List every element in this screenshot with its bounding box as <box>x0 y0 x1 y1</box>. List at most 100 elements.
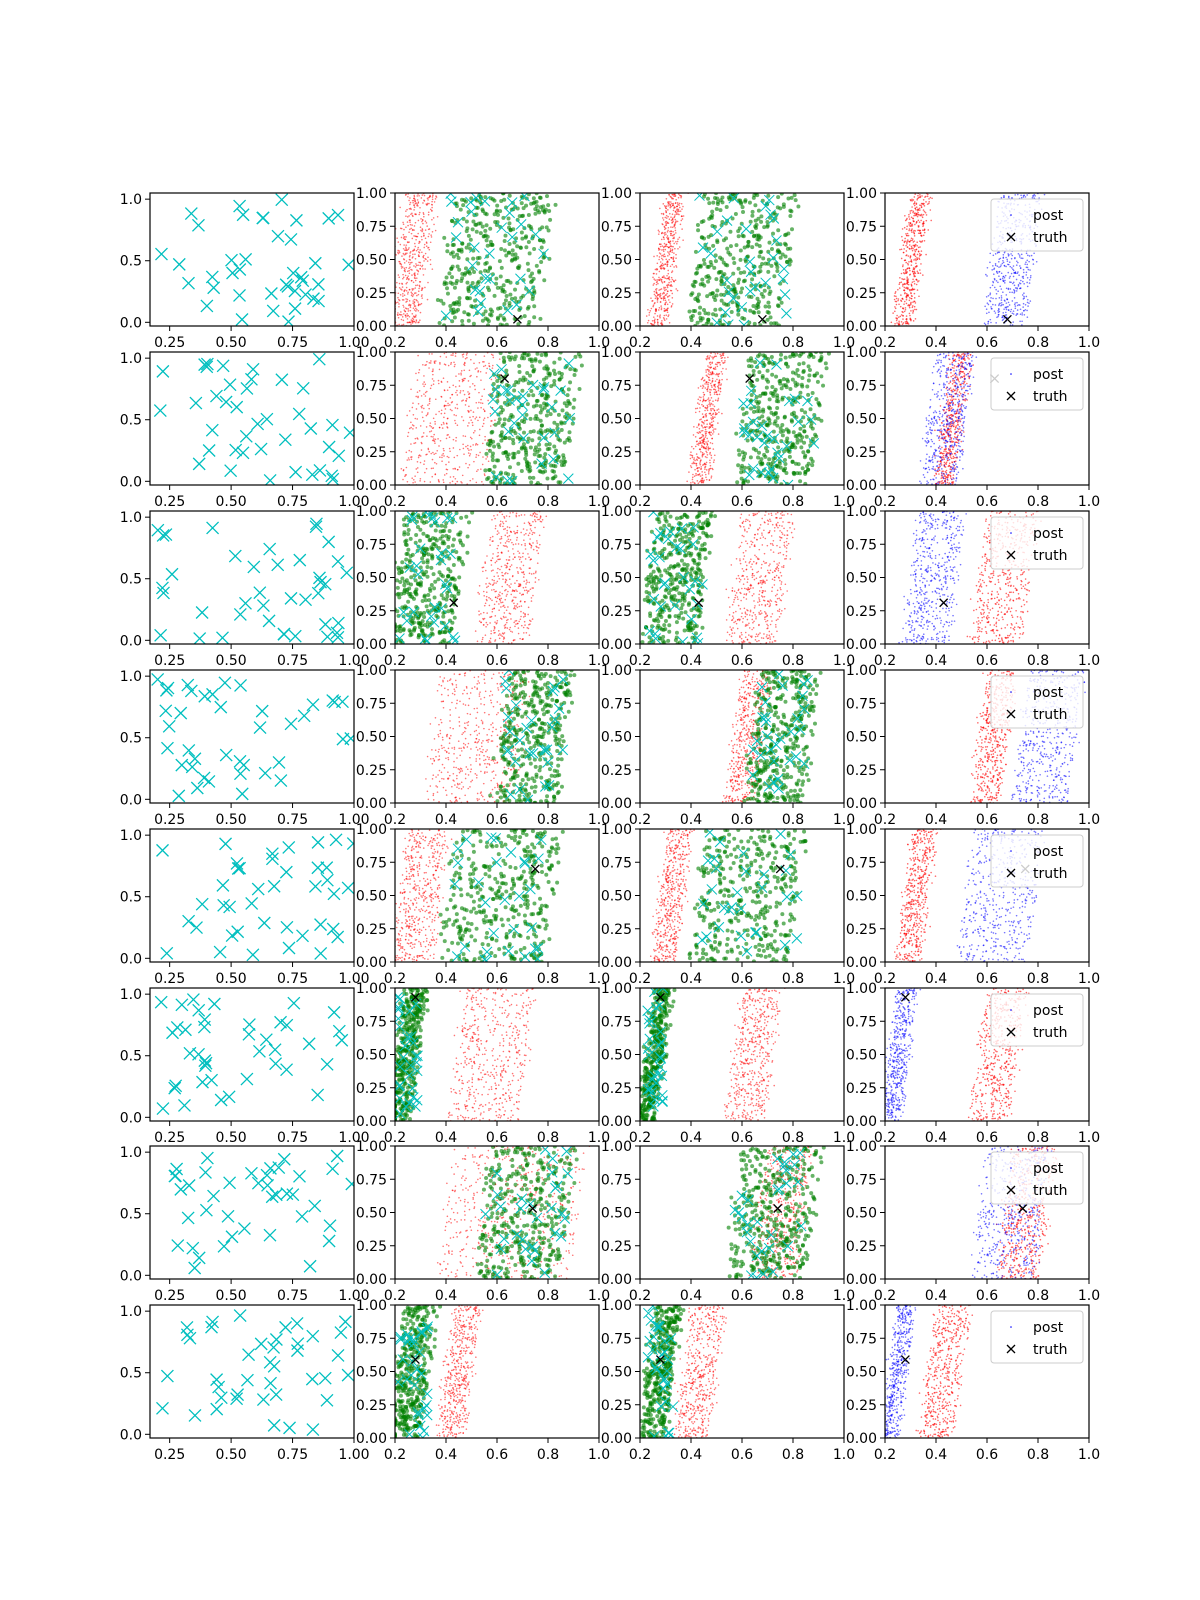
red-sample <box>702 434 705 437</box>
red-sample <box>694 468 696 471</box>
red-sample <box>420 302 423 305</box>
red-sample <box>708 431 711 433</box>
green-sample <box>492 293 497 298</box>
post-sample <box>1017 193 1019 196</box>
red-post-sample <box>913 292 916 295</box>
post-sample <box>1010 272 1013 275</box>
red-sample <box>701 451 704 454</box>
green-sample <box>577 386 582 391</box>
red-sample <box>402 304 404 307</box>
sample-marks <box>645 193 801 326</box>
red-sample <box>407 308 410 310</box>
green-sample <box>478 270 483 275</box>
green-sample <box>448 280 453 285</box>
red-sample <box>454 407 457 409</box>
green-sample <box>515 281 520 286</box>
red-sample <box>431 458 434 461</box>
red-post-sample <box>901 285 904 287</box>
red-sample <box>446 423 448 425</box>
green-sample <box>695 320 700 325</box>
red-sample <box>681 208 683 210</box>
design-overlay-point <box>469 242 480 253</box>
green-sample <box>566 398 571 403</box>
red-sample <box>672 202 675 205</box>
red-sample <box>663 255 665 258</box>
green-sample <box>724 236 729 241</box>
green-sample <box>740 406 745 411</box>
red-sample <box>454 419 456 422</box>
red-sample <box>423 407 425 410</box>
red-sample <box>434 438 437 441</box>
red-post-sample <box>920 263 922 265</box>
red-post-sample <box>925 201 927 203</box>
red-sample <box>416 460 419 463</box>
red-sample <box>403 309 406 311</box>
truth-marker <box>1002 314 1012 324</box>
green-sample <box>552 378 557 383</box>
red-sample <box>419 425 422 427</box>
red-sample <box>668 218 671 221</box>
red-sample <box>699 437 702 440</box>
red-sample <box>714 366 717 369</box>
red-sample <box>403 244 405 246</box>
red-sample <box>401 282 403 285</box>
red-sample <box>709 453 711 455</box>
red-sample <box>491 367 494 369</box>
red-sample <box>446 468 449 471</box>
red-sample <box>701 429 704 432</box>
red-sample <box>453 365 456 368</box>
green-sample <box>715 196 720 201</box>
red-post-sample <box>907 278 910 280</box>
red-sample <box>709 367 712 369</box>
red-sample <box>719 364 722 366</box>
red-post-sample <box>904 308 907 311</box>
red-sample <box>704 468 706 470</box>
green-sample <box>525 261 530 266</box>
green-sample <box>759 462 764 467</box>
post-sample <box>992 254 995 257</box>
red-sample <box>415 468 418 470</box>
red-sample <box>414 417 417 420</box>
green-sample <box>690 313 695 318</box>
red-sample <box>678 213 680 216</box>
green-sample <box>816 400 821 405</box>
red-sample <box>721 352 724 355</box>
red-sample <box>707 447 710 450</box>
red-sample <box>430 452 433 455</box>
x-tick-label: 0.50 <box>216 494 247 510</box>
post-sample <box>1016 301 1018 304</box>
red-sample <box>402 478 404 481</box>
red-post-sample <box>953 367 955 369</box>
red-sample <box>395 301 398 304</box>
green-sample <box>444 275 449 280</box>
red-sample <box>674 202 677 204</box>
green-sample <box>442 323 447 326</box>
green-sample <box>501 355 506 360</box>
red-post-sample <box>903 240 906 243</box>
green-sample <box>437 320 442 325</box>
green-sample <box>755 296 760 301</box>
green-sample <box>687 309 692 314</box>
design-overlay-point <box>500 385 512 396</box>
red-post-sample <box>907 262 909 265</box>
red-sample <box>461 380 464 383</box>
red-sample <box>708 479 711 482</box>
red-sample <box>404 307 407 309</box>
red-sample <box>416 391 419 393</box>
red-sample <box>408 272 411 275</box>
post-sample <box>985 295 988 298</box>
red-sample <box>696 456 699 458</box>
post-sample <box>1035 260 1038 263</box>
red-sample <box>664 309 667 312</box>
red-post-sample <box>908 303 910 306</box>
red-sample <box>404 310 407 313</box>
green-sample <box>696 228 701 233</box>
red-sample <box>659 245 662 248</box>
red-post-sample <box>911 270 914 273</box>
green-sample <box>549 384 554 389</box>
red-sample <box>413 229 415 231</box>
green-sample <box>483 268 488 273</box>
red-sample <box>653 293 656 296</box>
green-sample <box>503 435 508 440</box>
green-sample <box>760 261 765 266</box>
